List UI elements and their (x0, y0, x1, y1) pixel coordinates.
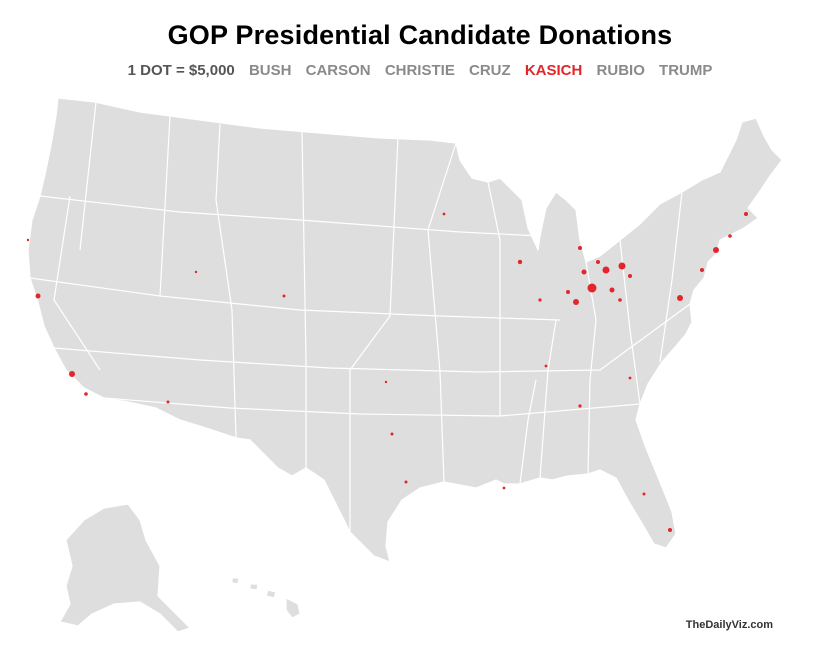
dot-cluster-ohio-9 (566, 290, 570, 294)
dot-cluster-okc (384, 380, 388, 384)
dot-cluster-chicago (517, 259, 523, 265)
dot-cluster-la (69, 371, 75, 377)
map-title: GOP Presidential Candidate Donations (167, 20, 673, 50)
dot-cluster-detroit (578, 246, 582, 250)
dot-cluster-charlotte (628, 376, 632, 380)
dot-cluster-philly (700, 268, 704, 272)
dot-cluster-dc (677, 295, 683, 301)
dot-cluster-ohio-6 (609, 287, 615, 293)
alaska (59, 503, 191, 633)
candidate-kasich[interactable]: KASICH (524, 62, 583, 79)
candidate-cruz[interactable]: CRUZ (469, 62, 511, 79)
legend: 1 DOT = $5,000 BUSH CARSON CHRISTIE CRUZ… (0, 62, 840, 79)
dot-cluster-ohio-4 (573, 299, 579, 305)
dot-cluster-columbus (587, 283, 597, 293)
dot-cluster-sd (84, 392, 88, 396)
land (27, 97, 783, 633)
dot-cluster-dallas (390, 432, 394, 436)
dot-cluster-mn (442, 212, 446, 216)
dot-cluster-ct (728, 234, 732, 238)
dot-cluster-ohio-8 (628, 274, 632, 278)
dot-cluster-nyc (713, 247, 719, 253)
candidate-rubio[interactable]: RUBIO (596, 62, 645, 79)
dot-cluster-nashville (544, 364, 548, 368)
contiguous-us (27, 97, 783, 563)
candidate-trump[interactable]: TRUMP (659, 62, 713, 79)
dot-cluster-houston (404, 480, 408, 484)
dot-cluster-sf (35, 293, 41, 299)
donation-dots (26, 212, 748, 532)
hawaii-oahu (249, 583, 259, 591)
dot-cluster-boston (744, 212, 748, 216)
dot-cluster-ohio-10 (618, 298, 622, 302)
dot-cluster-tampa (642, 492, 646, 496)
dot-cluster-ohio-3 (618, 262, 626, 270)
dot-cluster-seattle (26, 238, 30, 242)
hawaii-big-island (285, 597, 301, 619)
dot-cluster-denver (282, 294, 286, 298)
dot-cluster-slc (194, 270, 198, 274)
dot-scale-label: 1 DOT = $5,000 (127, 62, 235, 79)
dot-cluster-ohio-2 (602, 266, 610, 274)
dot-cluster-nola (502, 486, 506, 490)
candidate-carson[interactable]: CARSON (305, 62, 371, 79)
dot-cluster-atlanta (578, 404, 582, 408)
dot-cluster-ohio-5 (581, 269, 587, 275)
hawaii-maui (265, 589, 277, 599)
candidate-christie[interactable]: CHRISTIE (384, 62, 455, 79)
hawaii-kauai (231, 577, 240, 585)
dot-cluster-miami (668, 528, 672, 532)
state-borders (29, 101, 691, 532)
credit-text: TheDailyViz.com (685, 619, 773, 631)
dot-cluster-phoenix (166, 400, 170, 404)
dot-cluster-ohio-7 (596, 260, 600, 264)
dot-cluster-indy (538, 298, 542, 302)
candidate-bush[interactable]: BUSH (248, 62, 292, 79)
